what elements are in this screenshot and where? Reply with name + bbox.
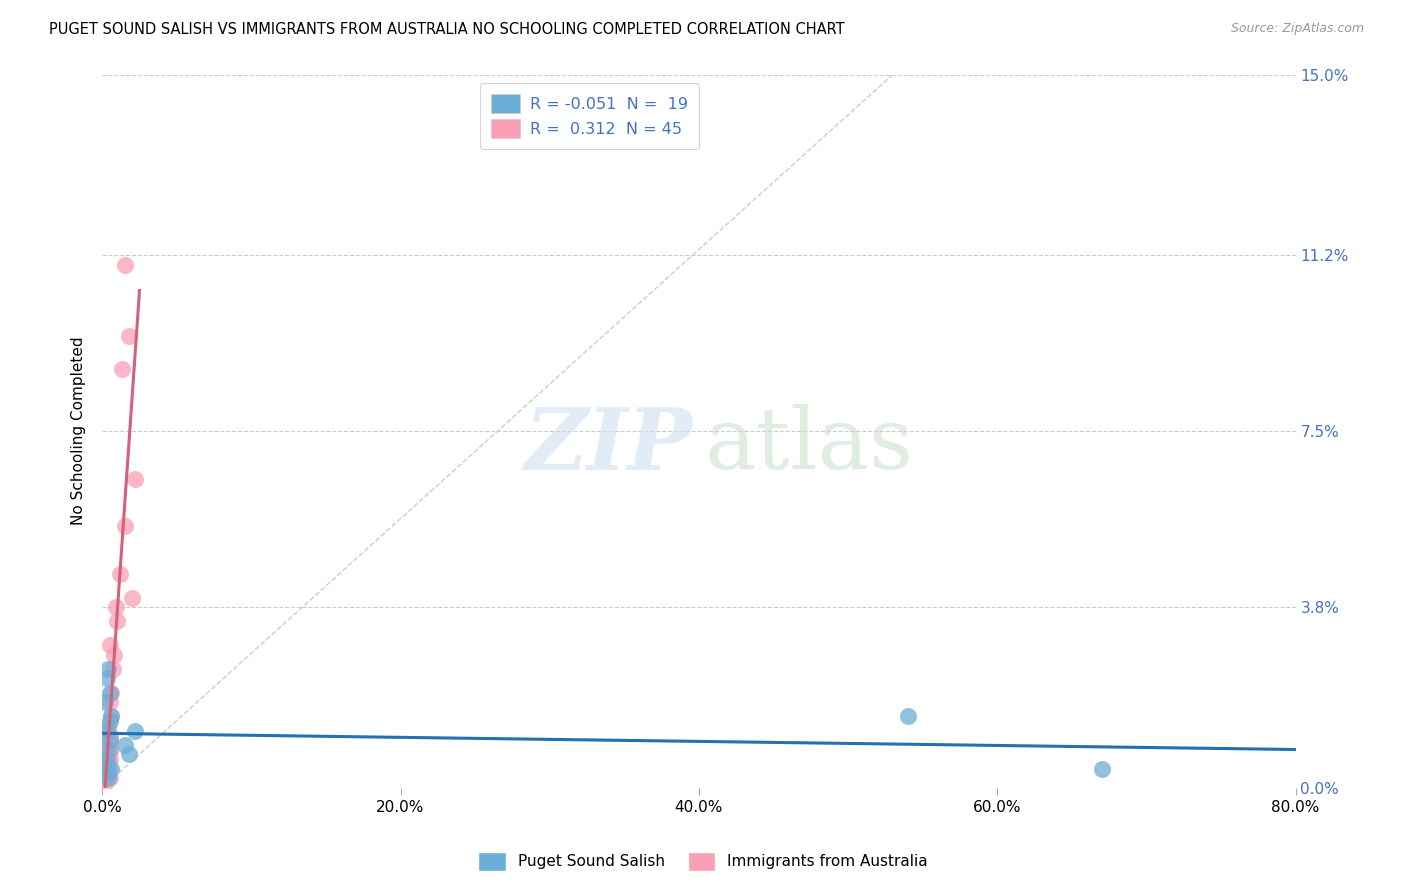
Point — [97, 771, 120, 785]
Point — [97, 752, 120, 766]
Point — [98, 695, 121, 709]
Point — [100, 686, 122, 700]
Point — [97, 752, 120, 766]
Point — [98, 771, 121, 785]
Point — [118, 747, 141, 762]
Text: ZIP: ZIP — [524, 404, 693, 487]
Point — [97, 723, 120, 738]
Point — [97, 733, 120, 747]
Legend: R = -0.051  N =  19, R =  0.312  N = 45: R = -0.051 N = 19, R = 0.312 N = 45 — [479, 82, 699, 150]
Point — [100, 709, 122, 723]
Point — [98, 686, 121, 700]
Point — [96, 766, 118, 780]
Point — [97, 742, 120, 756]
Point — [97, 762, 120, 776]
Point — [98, 733, 121, 747]
Point — [98, 728, 121, 742]
Point — [97, 752, 120, 766]
Point — [94, 771, 117, 785]
Point — [104, 600, 127, 615]
Point — [103, 648, 125, 662]
Point — [114, 738, 136, 752]
Point — [97, 719, 120, 733]
Point — [101, 662, 124, 676]
Point — [100, 709, 122, 723]
Point — [96, 756, 118, 771]
Legend: Puget Sound Salish, Immigrants from Australia: Puget Sound Salish, Immigrants from Aust… — [468, 843, 938, 880]
Point — [108, 566, 131, 581]
Point — [98, 638, 121, 652]
Point — [94, 747, 117, 762]
Point — [105, 615, 128, 629]
Point — [97, 762, 120, 776]
Point — [1091, 762, 1114, 776]
Point — [98, 714, 121, 729]
Point — [96, 766, 118, 780]
Point — [100, 762, 122, 776]
Point — [96, 762, 118, 776]
Point — [98, 742, 121, 756]
Point — [98, 752, 121, 766]
Point — [98, 733, 121, 747]
Point — [121, 591, 143, 605]
Text: Source: ZipAtlas.com: Source: ZipAtlas.com — [1230, 22, 1364, 36]
Point — [124, 723, 146, 738]
Point — [897, 709, 920, 723]
Point — [96, 766, 118, 780]
Y-axis label: No Schooling Completed: No Schooling Completed — [72, 337, 86, 525]
Point — [97, 766, 120, 780]
Text: PUGET SOUND SALISH VS IMMIGRANTS FROM AUSTRALIA NO SCHOOLING COMPLETED CORRELATI: PUGET SOUND SALISH VS IMMIGRANTS FROM AU… — [49, 22, 845, 37]
Point — [96, 762, 118, 776]
Point — [114, 519, 136, 533]
Point — [96, 756, 118, 771]
Text: atlas: atlas — [704, 404, 914, 487]
Point — [118, 329, 141, 343]
Point — [110, 362, 132, 376]
Point — [96, 766, 118, 780]
Point — [94, 756, 117, 771]
Point — [97, 738, 120, 752]
Point — [98, 742, 121, 756]
Point — [94, 695, 117, 709]
Point — [96, 747, 118, 762]
Point — [97, 756, 120, 771]
Point — [114, 258, 136, 272]
Point — [97, 662, 120, 676]
Point — [96, 672, 118, 686]
Point — [94, 776, 117, 790]
Point — [124, 472, 146, 486]
Point — [96, 738, 118, 752]
Point — [96, 752, 118, 766]
Point — [96, 723, 118, 738]
Point — [98, 742, 121, 756]
